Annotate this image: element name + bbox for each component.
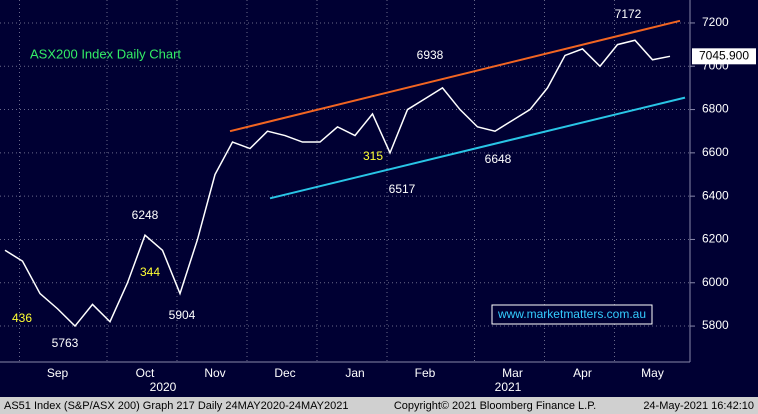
x-tick-label: Sep [47, 366, 69, 380]
y-tick-label: 6200 [702, 232, 729, 246]
last-price-label: 7045.900 [699, 48, 749, 62]
x-tick-label: Apr [573, 366, 592, 380]
annotation: 6938 [417, 48, 444, 62]
note: 436 [12, 311, 32, 325]
x-tick-label: Nov [204, 366, 225, 380]
trendline [229, 19, 681, 133]
note: 344 [140, 265, 160, 279]
watermark-box [491, 304, 653, 325]
trendline [269, 96, 686, 200]
x-tick-label: Feb [415, 366, 436, 380]
x-tick-label: May [641, 366, 664, 380]
footer-center: Copyright© 2021 Bloomberg Finance L.P. [394, 400, 596, 412]
x-tick-label: Jan [345, 366, 364, 380]
x-tick-label: Oct [136, 366, 155, 380]
chart-title: ASX200 Index Daily Chart [30, 46, 181, 61]
annotation: 6648 [485, 152, 512, 166]
x-tick-label: Mar [502, 366, 523, 380]
footer-right: 24-May-2021 16:42:10 [643, 400, 754, 412]
y-tick-label: 6400 [702, 188, 729, 202]
y-tick-label: 6000 [702, 275, 729, 289]
year-label: 2021 [495, 380, 522, 394]
y-tick-label: 5800 [702, 318, 729, 332]
annotation: 6517 [389, 182, 416, 196]
last-price-box [692, 48, 756, 65]
annotation: 6248 [132, 208, 159, 222]
footer-bar [0, 397, 758, 414]
y-tick-label: 7200 [702, 15, 729, 29]
watermark: www.marketmatters.com.au [497, 307, 646, 321]
x-tick-label: Dec [274, 366, 295, 380]
y-tick-label: 6600 [702, 145, 729, 159]
annotation: 5904 [169, 308, 196, 322]
annotation: 7172 [615, 7, 642, 21]
year-label: 2020 [150, 380, 177, 394]
annotation: 5763 [52, 336, 79, 350]
price-line [4, 39, 671, 328]
note: 315 [363, 149, 383, 163]
y-tick-label: 6800 [702, 102, 729, 116]
footer-left: AS51 Index (S&P/ASX 200) Graph 217 Daily… [4, 400, 348, 412]
